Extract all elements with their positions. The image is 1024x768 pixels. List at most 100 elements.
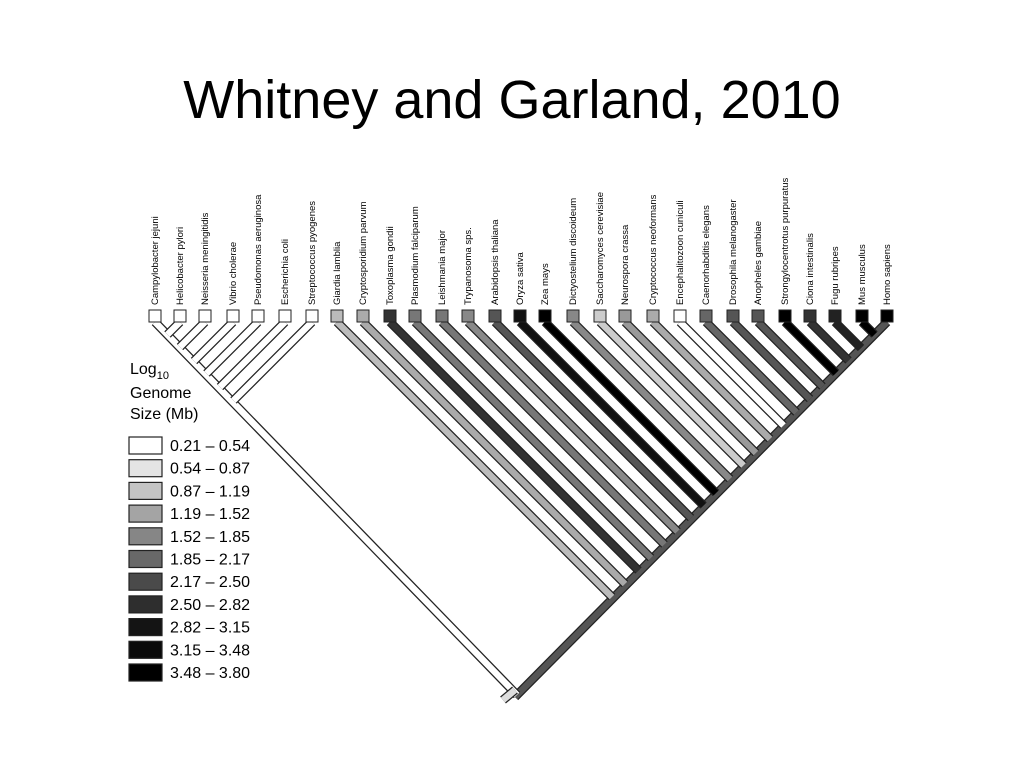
taxon-box <box>778 309 792 323</box>
taxon-label: Fugu rubripes <box>830 246 841 305</box>
taxon-box <box>513 309 527 323</box>
legend-swatch <box>128 572 163 591</box>
taxon-label: Neurospora crassa <box>620 224 631 305</box>
legend: 0.21 – 0.54 0.54 – 0.87 0.87 – 1.19 1.19 – … <box>128 436 250 682</box>
legend-swatch <box>128 640 163 659</box>
taxon-box <box>699 309 713 323</box>
branch <box>439 319 667 547</box>
legend-title: Log10 <box>130 361 169 382</box>
taxon-label: Mus musculus <box>857 244 868 305</box>
taxon-box <box>566 309 580 323</box>
legend-swatch <box>128 549 163 569</box>
taxon-box <box>435 309 449 323</box>
branch <box>807 319 851 363</box>
legend-swatch <box>128 481 163 500</box>
branch <box>465 319 680 534</box>
taxon-label: Trypanosoma sps. <box>463 227 474 305</box>
taxon-label: Anopheles gambiae <box>753 221 764 305</box>
legend-label: 2.17 – 2.50 <box>170 574 250 591</box>
legend-label: 1.85 – 2.17 <box>170 552 250 569</box>
branch <box>231 319 315 403</box>
taxon-label: Leishmania major <box>437 230 448 305</box>
branch <box>204 319 261 376</box>
branch <box>334 319 615 600</box>
legend-label: 2.82 – 3.15 <box>170 620 250 637</box>
taxon-box <box>278 309 292 323</box>
taxon-box <box>148 309 162 323</box>
branch <box>570 319 733 482</box>
taxon-label: Plasmodium falciparum <box>410 206 421 305</box>
taxon-box <box>618 309 632 323</box>
taxon-label: Giardia lamblia <box>332 241 343 305</box>
branch <box>622 319 759 456</box>
taxon-label: Cryptococcus neoformans <box>648 194 659 305</box>
taxon-label: Oryza sativa <box>515 251 526 305</box>
taxon-box <box>828 309 842 323</box>
legend-swatch <box>128 595 163 614</box>
legend-label: 2.50 – 2.82 <box>170 597 250 614</box>
branch <box>492 319 694 521</box>
legend-title: Size (Mb) <box>130 406 198 423</box>
taxon-box <box>593 309 607 323</box>
taxon-label: Strongylocentrotus purpuratus <box>780 177 791 305</box>
branch <box>191 319 236 364</box>
branch <box>152 319 520 698</box>
taxon-label: Saccharomyces cerevisiae <box>595 192 606 305</box>
branch <box>832 319 864 351</box>
branch <box>597 319 746 468</box>
taxon-box <box>251 309 265 323</box>
taxon-label: Cryptosporidium parvum <box>358 201 369 305</box>
taxon-label: Arabidopsis thaliana <box>490 219 501 305</box>
branch <box>387 319 641 573</box>
taxon-box <box>461 309 475 323</box>
taxon-box <box>803 309 817 323</box>
taxon-box <box>673 309 687 323</box>
taxon-box <box>226 309 240 323</box>
taxon-box <box>173 309 187 323</box>
legend-label: 0.54 – 0.87 <box>170 461 250 478</box>
taxon-box <box>726 309 740 323</box>
legend-label: 0.21 – 0.54 <box>170 438 250 455</box>
legend-swatch <box>128 527 163 546</box>
taxon-box <box>646 309 660 323</box>
branch <box>412 319 654 561</box>
branch <box>859 319 877 337</box>
branch <box>217 319 288 390</box>
branch <box>650 319 773 442</box>
legend-title: Genome <box>130 385 191 402</box>
branch <box>782 319 839 376</box>
legend-swatch <box>128 436 163 455</box>
legend-label: 3.48 – 3.80 <box>170 665 250 682</box>
taxon-label: Escherichia coli <box>280 239 291 305</box>
taxon-label: Drosophila melanogaster <box>728 199 739 305</box>
branch <box>703 319 799 415</box>
branch <box>542 319 719 496</box>
taxon-box <box>538 309 552 323</box>
slide-title: Whitney and Garland, 2010 <box>183 70 840 130</box>
branch <box>177 319 208 350</box>
legend-label: 1.52 – 1.85 <box>170 529 250 546</box>
taxon-label: Streptococcus pyogenes <box>307 201 318 305</box>
taxon-box <box>356 309 370 323</box>
legend-swatch <box>128 459 163 478</box>
taxon-label: Pseudomonas aeruginosa <box>253 194 264 305</box>
legend-label: 1.19 – 1.52 <box>170 506 250 523</box>
taxon-label: Zea mays <box>540 263 551 305</box>
taxon-label: Encephalitozoon cuniculi <box>675 200 686 305</box>
taxon-box <box>855 309 869 323</box>
taxon-label: Dictyostelium discoideum <box>568 198 579 305</box>
branch <box>500 687 518 703</box>
legend-label: 3.15 – 3.48 <box>170 642 250 659</box>
branch <box>517 319 706 508</box>
taxon-box <box>305 309 319 323</box>
branch <box>512 319 890 700</box>
legend-swatch <box>128 617 163 637</box>
taxon-label: Campylobacter jejuni <box>150 216 161 305</box>
taxon-label: Toxoplasma gondii <box>385 226 396 305</box>
taxon-box <box>408 309 422 323</box>
branch <box>730 319 813 402</box>
branch <box>360 319 628 587</box>
branch <box>677 319 786 428</box>
phylogenetic-tree: Campylobacter jejuni Helicobacter pylori N… <box>148 177 894 704</box>
